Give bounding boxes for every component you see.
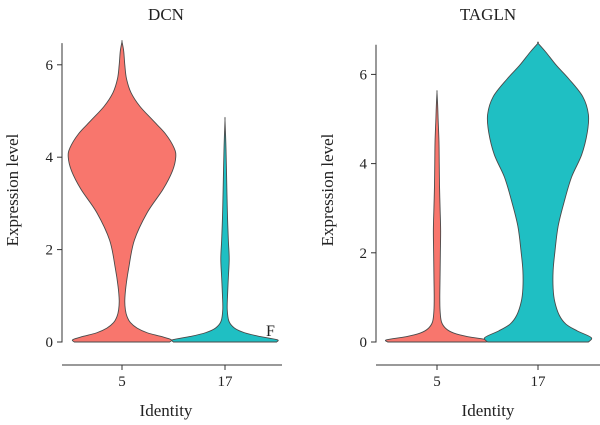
y-tick-label: 2 [46, 243, 54, 259]
panel-tagln: TAGLN Expression level Identity 0 2 4 6 5 17 [318, 5, 600, 420]
axes: 0 2 4 6 5 17 [360, 44, 600, 390]
axes: 0 2 4 6 5 17 [46, 43, 282, 390]
y-tick-label: 4 [46, 150, 54, 166]
y-tick-label: 0 [46, 335, 54, 351]
y-tick-label: 6 [46, 58, 54, 74]
violin-5 [384, 90, 490, 343]
violin-5 [67, 40, 177, 343]
y-axis-label: Expression level [3, 133, 22, 246]
x-axis-label: Identity [140, 401, 193, 420]
x-tick-label: 5 [118, 374, 126, 390]
x-axis-label: Identity [462, 401, 515, 420]
violin-group [384, 41, 593, 343]
chart-title: DCN [148, 5, 184, 24]
x-tick-label: 17 [531, 374, 547, 390]
y-tick-label: 6 [360, 67, 368, 83]
y-axis-label: Expression level [318, 133, 337, 246]
violin-17 [483, 41, 593, 343]
y-tick-label: 2 [360, 246, 368, 262]
x-tick-label: 17 [218, 374, 234, 390]
y-tick-label: 0 [360, 335, 368, 351]
chart-title: TAGLN [460, 5, 516, 24]
y-tick-label: 4 [360, 157, 368, 173]
panel-dcn: DCN Expression level Identity F 0 2 4 6 5 17 [3, 5, 282, 420]
annotation-label: F [266, 323, 275, 340]
violin-group [67, 40, 279, 343]
x-tick-label: 5 [433, 374, 441, 390]
violin-17 [171, 116, 279, 343]
